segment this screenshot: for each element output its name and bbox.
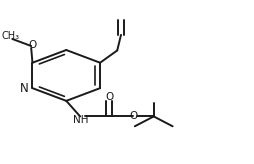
Text: CH₃: CH₃ (2, 31, 20, 41)
Text: O: O (130, 111, 138, 121)
Text: NH: NH (73, 115, 89, 125)
Text: O: O (105, 92, 113, 102)
Text: N: N (20, 82, 28, 95)
Text: O: O (28, 40, 36, 50)
